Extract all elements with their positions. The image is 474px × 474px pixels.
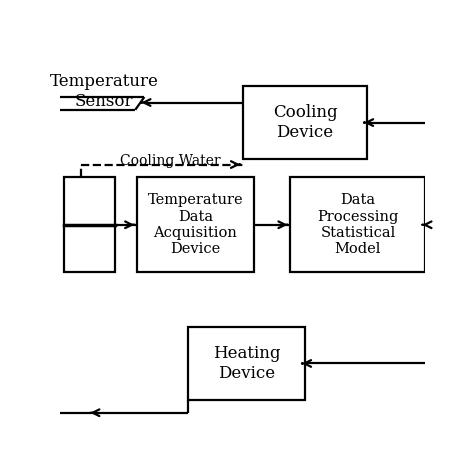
Bar	[243, 86, 367, 159]
Text: Temperature
Data
Acquisition
Device: Temperature Data Acquisition Device	[148, 193, 243, 256]
Bar	[137, 177, 254, 272]
Text: Temperature
Sensor: Temperature Sensor	[50, 73, 159, 110]
Text: Data
Processing
Statistical
Model: Data Processing Statistical Model	[317, 193, 399, 256]
Bar	[188, 327, 305, 400]
Text: Cooling Water: Cooling Water	[119, 154, 220, 168]
Text: Heating
Device: Heating Device	[213, 345, 280, 382]
Bar	[64, 177, 115, 272]
Text: Cooling
Device: Cooling Device	[273, 104, 337, 141]
Bar	[291, 177, 425, 272]
